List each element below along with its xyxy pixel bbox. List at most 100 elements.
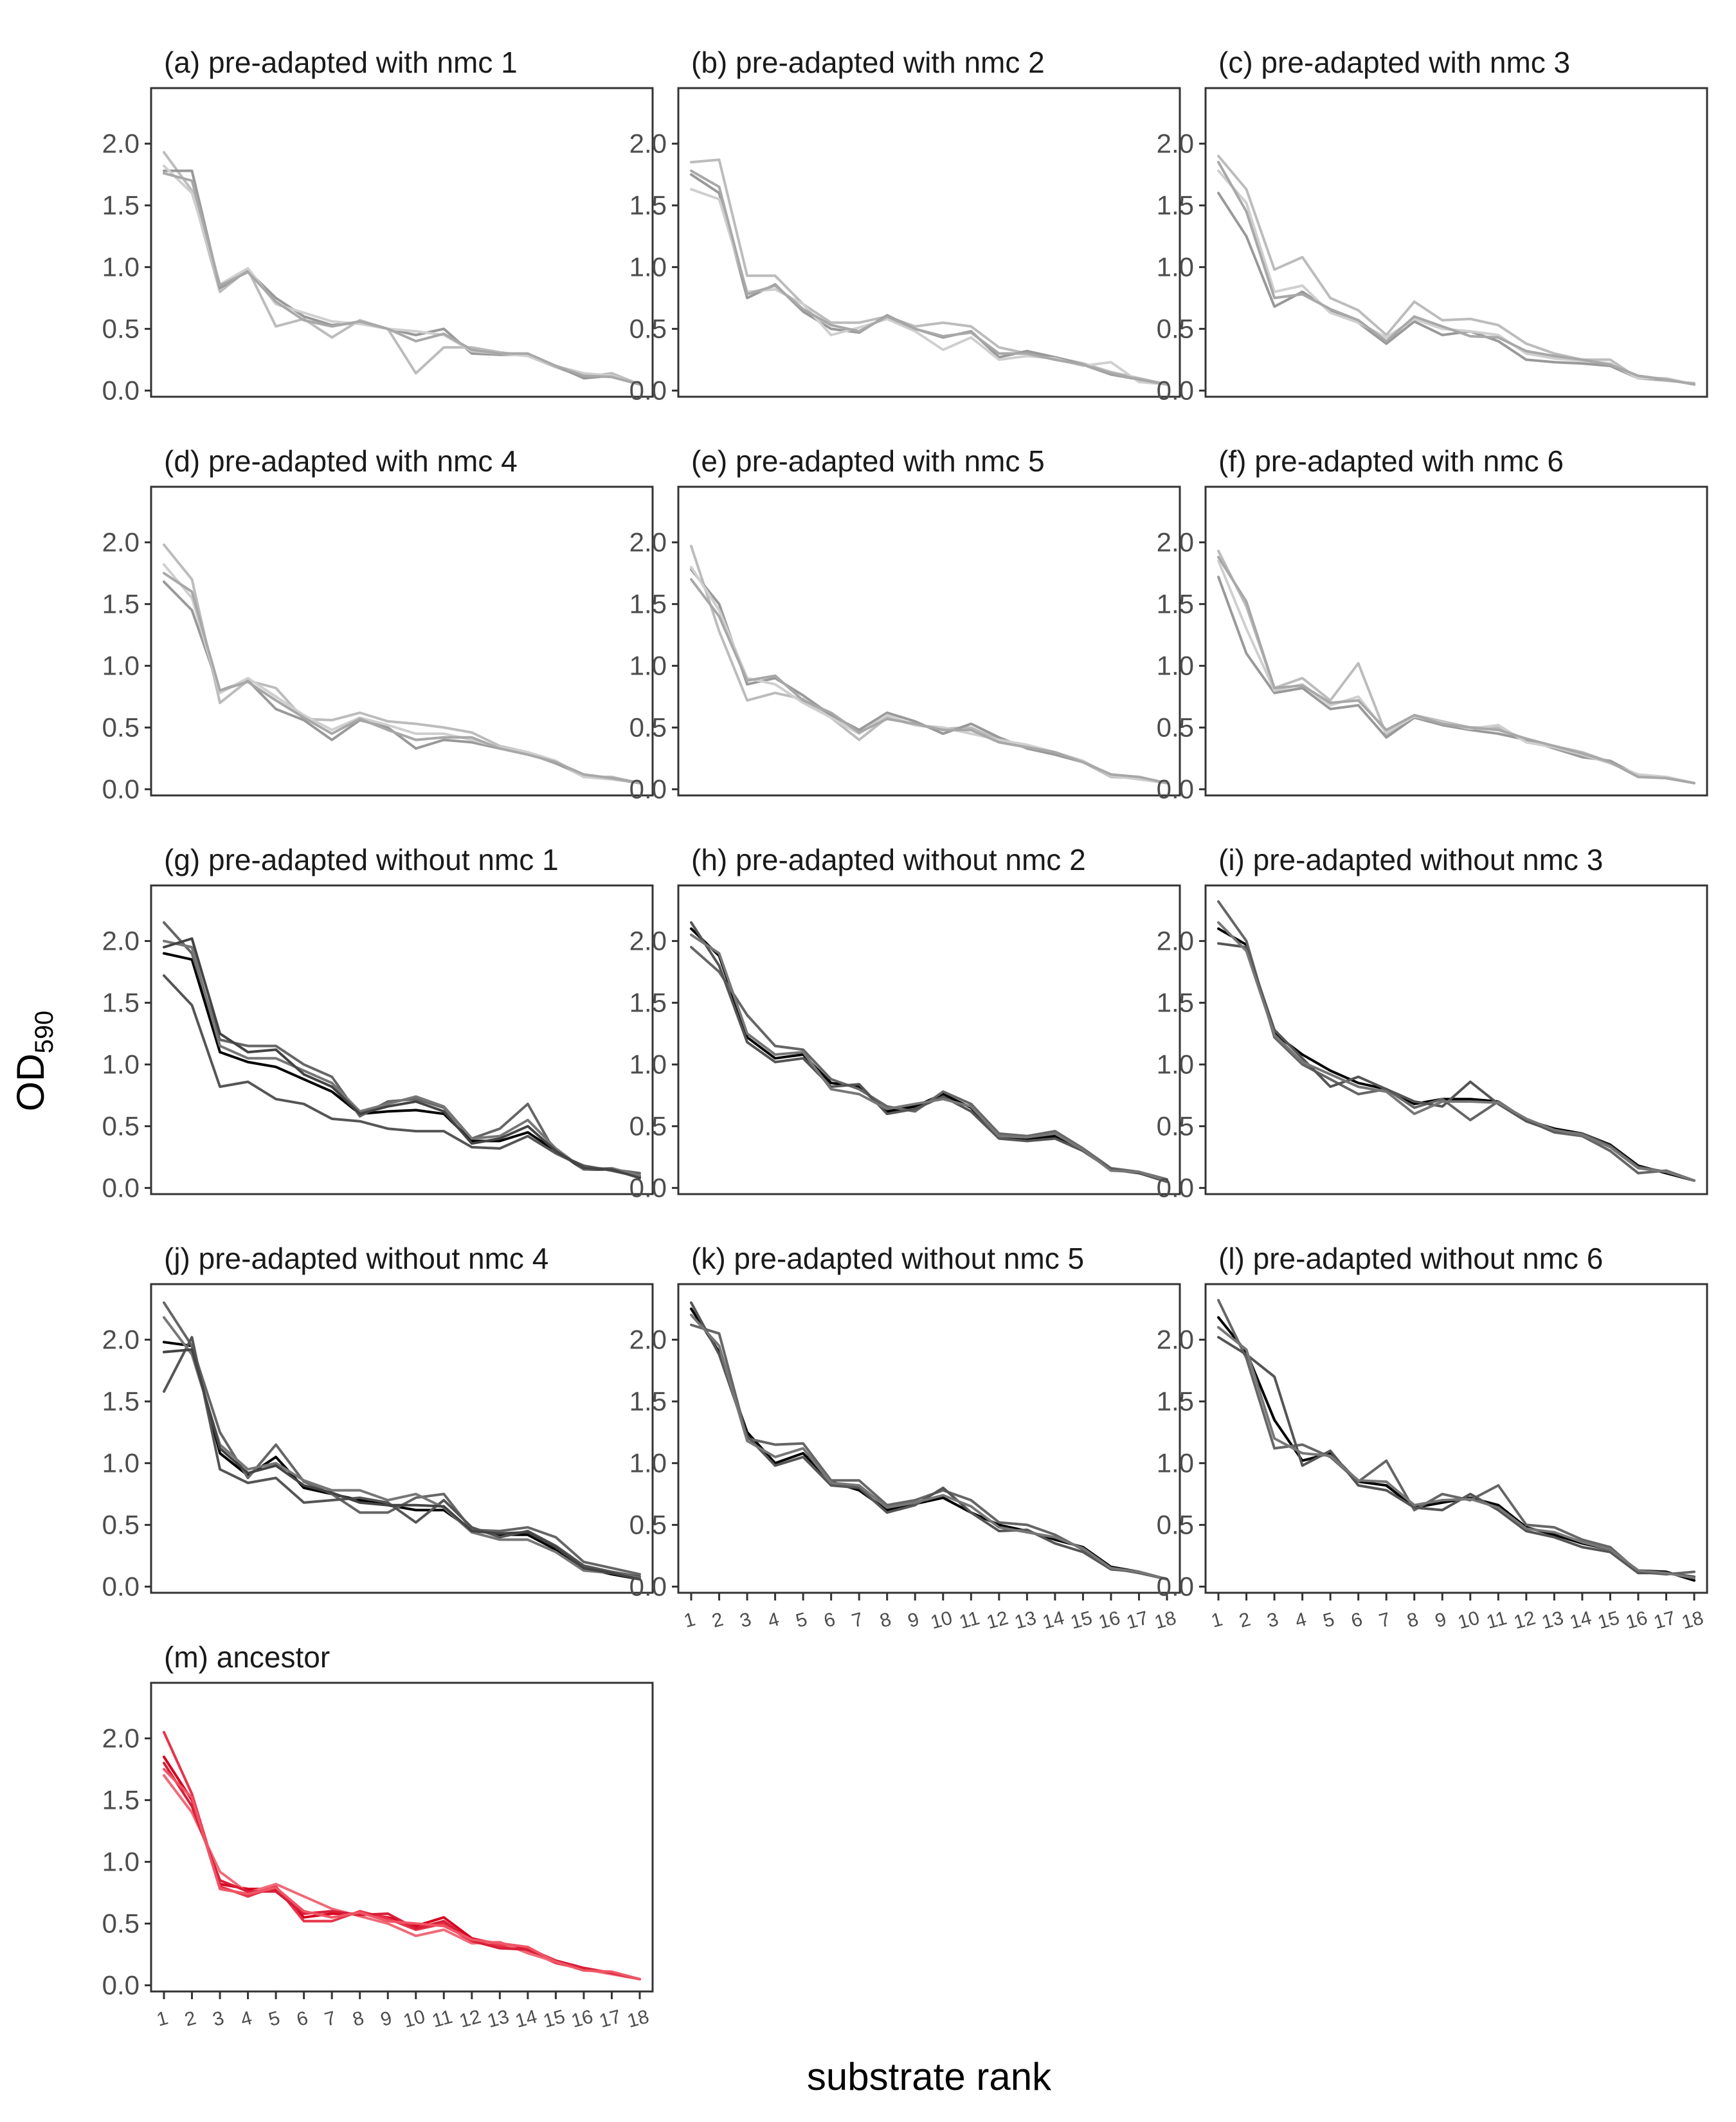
y-tick-label: 2.0: [629, 925, 667, 956]
series-line: [690, 169, 1168, 386]
y-tick-label: 0.5: [1157, 712, 1194, 742]
y-tick-label: 0.0: [102, 1571, 140, 1601]
y-tick-label: 1.5: [102, 190, 140, 220]
y-tick-label: 0.5: [629, 1111, 667, 1141]
panel-frame: [1204, 884, 1708, 1195]
series-line: [163, 937, 641, 1179]
panel-title: (g) pre-adapted without nmc 1: [164, 843, 559, 876]
y-tick-label: 2.0: [1157, 128, 1194, 158]
panel-h: (h) pre-adapted without nmc 2 0.0 0.5 1.0 1.…: [629, 843, 1181, 1202]
panel-title: (d) pre-adapted with nmc 4: [164, 444, 518, 478]
y-tick-label: 0.0: [102, 375, 140, 405]
series-line: [1217, 900, 1695, 1182]
y-tick-label: 0.0: [1157, 375, 1194, 405]
y-tick-label: 0.0: [629, 1571, 667, 1601]
y-tick-label: 1.0: [629, 251, 667, 282]
y-tick-label: 2.0: [1157, 1324, 1194, 1354]
y-tick-label: 1.0: [102, 251, 140, 282]
y-tick-label: 1.5: [102, 1386, 140, 1416]
y-tick-label: 0.0: [629, 375, 667, 405]
y-tick-label: 2.0: [629, 1324, 667, 1354]
panel-title: (h) pre-adapted without nmc 2: [691, 843, 1086, 876]
y-tick-label: 0.0: [1157, 1571, 1194, 1601]
y-tick-label: 1.0: [1157, 1447, 1194, 1478]
y-tick-label: 2.0: [1157, 925, 1194, 956]
series-line: [163, 974, 641, 1179]
x-axis-label: substrate rank: [807, 2055, 1052, 2098]
y-tick-label: 1.5: [629, 588, 667, 619]
panel-frame: [1204, 1283, 1708, 1594]
series-line: [690, 933, 1168, 1182]
y-tick-label: 1.0: [102, 1846, 140, 1876]
panel-title: (l) pre-adapted without nmc 6: [1218, 1242, 1603, 1275]
y-tick-label: 0.5: [102, 1509, 140, 1539]
panel-frame: [150, 485, 654, 797]
series-line: [163, 939, 641, 1177]
y-tick-label: 1.0: [629, 1049, 667, 1079]
y-tick-label: 2.0: [1157, 527, 1194, 557]
y-tick-label: 0.5: [1157, 1111, 1194, 1141]
y-tick-label: 0.0: [629, 1172, 667, 1202]
panel-frame: [150, 87, 654, 398]
y-tick-label: 2.0: [102, 527, 140, 557]
panel-i: (i) pre-adapted without nmc 3 0.0 0.5 1.0 1.…: [1157, 843, 1708, 1202]
y-tick-label: 1.5: [629, 190, 667, 220]
y-tick-label: 0.0: [1157, 774, 1194, 804]
panel-frame: [677, 1283, 1181, 1594]
y-axis-label-main: OD: [9, 1053, 52, 1111]
panel-title: (i) pre-adapted without nmc 3: [1218, 843, 1603, 876]
panel-a: (a) pre-adapted with nmc 1 0.0 0.5 1.0 1.5 2.…: [102, 46, 654, 405]
series-line: [1217, 921, 1695, 1182]
y-tick-label: 2.0: [102, 1723, 140, 1753]
y-tick-label: 1.5: [1157, 987, 1194, 1017]
y-tick-label: 0.5: [629, 313, 667, 343]
panel-title: (f) pre-adapted with nmc 6: [1218, 444, 1564, 478]
panel-title: (b) pre-adapted with nmc 2: [691, 46, 1045, 79]
y-tick-label: 0.5: [102, 712, 140, 742]
y-tick-label: 1.0: [102, 1049, 140, 1079]
y-tick-label: 1.5: [1157, 588, 1194, 619]
panel-frame: [1204, 87, 1708, 398]
y-tick-label: 0.0: [629, 774, 667, 804]
series-line: [163, 1348, 641, 1581]
panel-e: (e) pre-adapted with nmc 5 0.0 0.5 1.0 1.5 2.…: [629, 444, 1181, 804]
y-axis-label: OD590: [9, 1011, 59, 1112]
y-tick-label: 1.5: [102, 987, 140, 1017]
panel-d: (d) pre-adapted with nmc 4 0.0 0.5 1.0 1.5 2.…: [102, 444, 654, 804]
y-tick-label: 1.0: [102, 650, 140, 680]
panel-frame: [677, 485, 1181, 797]
series-line: [163, 172, 641, 386]
y-tick-label: 1.0: [1157, 650, 1194, 680]
series-line: [1217, 1326, 1695, 1579]
panel-g: (g) pre-adapted without nmc 1 0.0 0.5 1.0 1.…: [102, 843, 654, 1202]
y-tick-label: 1.0: [102, 1447, 140, 1478]
y-tick-label: 0.5: [1157, 1509, 1194, 1539]
y-tick-label: 2.0: [102, 128, 140, 158]
panel-grid: (a) pre-adapted with nmc 1 0.0 0.5 1.0 1.5 2.…: [102, 46, 1708, 2032]
series-line: [690, 578, 1168, 784]
series-line: [163, 1316, 641, 1579]
panel-frame: [677, 87, 1181, 398]
series-line: [690, 1301, 1168, 1581]
y-tick-label: 1.0: [629, 650, 667, 680]
panel-frame: [150, 884, 654, 1195]
panel-title: (k) pre-adapted without nmc 5: [691, 1242, 1084, 1275]
panel-title: (j) pre-adapted without nmc 4: [164, 1242, 548, 1275]
series-line: [690, 1314, 1168, 1581]
y-tick-label: 0.5: [629, 712, 667, 742]
y-tick-label: 1.5: [102, 1784, 140, 1815]
panel-frame: [150, 1682, 654, 1993]
series-line: [163, 572, 641, 784]
y-tick-label: 1.0: [629, 1447, 667, 1478]
series-line: [1217, 556, 1695, 784]
panel-l: (l) pre-adapted without nmc 6 0.0 0.5 1.0 1.…: [1157, 1242, 1708, 1633]
panel-j: (j) pre-adapted without nmc 4 0.0 0.5 1.0 1.…: [102, 1242, 654, 1601]
y-tick-label: 0.5: [102, 1908, 140, 1938]
panel-frame: [1204, 485, 1708, 797]
y-tick-label: 0.0: [102, 1172, 140, 1202]
y-tick-label: 1.5: [1157, 190, 1194, 220]
y-tick-label: 0.0: [102, 774, 140, 804]
series-line: [163, 1768, 641, 1981]
